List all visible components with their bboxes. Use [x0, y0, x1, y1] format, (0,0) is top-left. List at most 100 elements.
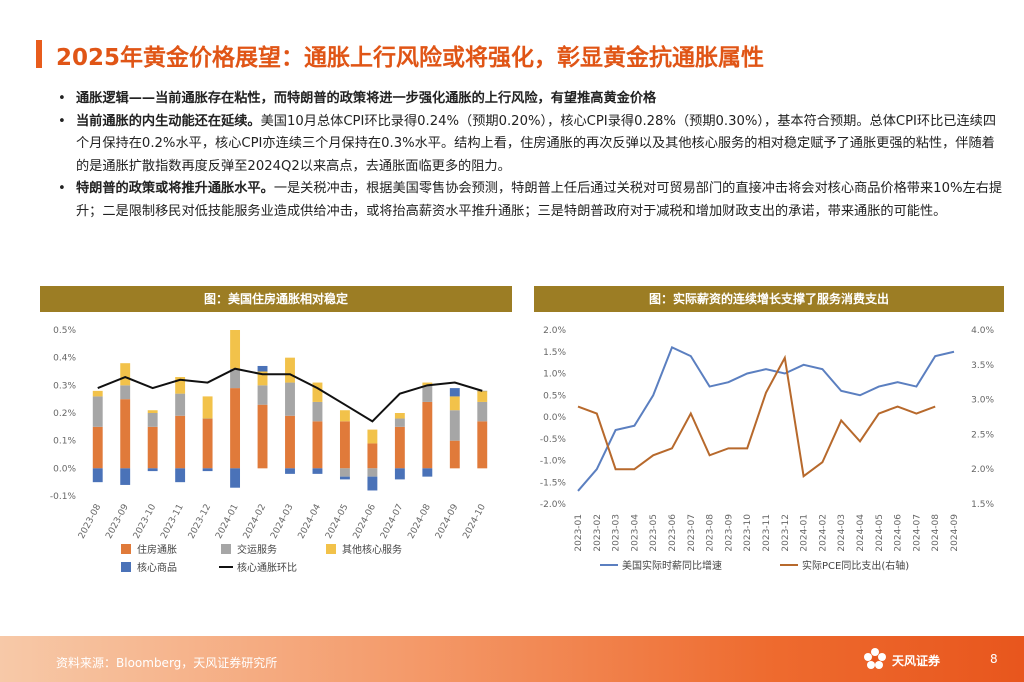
bullet-1-bold: 通胀逻辑——当前通胀存在粘性，而特朗普的政策将进一步强化通胀的上行风险，有望推高… — [76, 91, 657, 106]
legend-swatch — [121, 544, 131, 554]
chart2-header: 图：实际薪资的连续增长支撑了服务消费支出 — [534, 286, 1004, 312]
x-tick-label: 2024-03 — [269, 503, 295, 541]
bullet-2-text: 美国10月总体CPI环比录得0.24%（预期0.20%），核心CPI录得0.28… — [76, 113, 997, 174]
x-tick-label: 2023-01 — [574, 514, 584, 552]
real-wage-line — [577, 346, 955, 492]
legend-swatch — [326, 544, 336, 554]
x-tick-label: 2024-07 — [912, 514, 922, 552]
legend-label: 住房通胀 — [137, 543, 177, 556]
bar-segment — [285, 415, 295, 469]
x-tick-label: 2024-01 — [214, 503, 240, 541]
bar-segment — [175, 468, 186, 483]
x-tick-label: 2023-09 — [724, 514, 734, 552]
bar-segment — [120, 468, 131, 485]
bullet-2-bold: 当前通胀的内生动能还在延续。 — [76, 113, 261, 129]
y-tick-label: 0.5% — [53, 326, 76, 336]
x-tick-label: 2023-05 — [649, 514, 659, 552]
bar-segment — [92, 390, 103, 397]
bar-segment — [202, 418, 213, 469]
y-right-tick-label: 3.0% — [971, 396, 994, 406]
bar-segment — [449, 388, 460, 397]
x-tick-label: 2024-09 — [950, 514, 960, 552]
y-tick-label: 0.3% — [53, 381, 76, 391]
bar-segment — [312, 421, 323, 469]
bar-segment — [449, 396, 460, 411]
x-tick-label: 2023-10 — [132, 502, 159, 540]
bullet-3: 特朗普的政策或将推升通胀水平。一是关税冲击，根据美国零售协会预测，特朗普上任后通… — [58, 178, 1008, 223]
bar-segment — [312, 382, 323, 402]
real-pce-line — [577, 354, 936, 478]
logo-text: 天风证券 — [892, 654, 941, 668]
flower-logo-icon — [864, 648, 886, 669]
bar-segment — [147, 468, 158, 472]
bar-segment — [92, 468, 103, 483]
x-tick-label: 2024-01 — [800, 514, 810, 552]
bar-segment — [120, 363, 131, 386]
bar-segment — [147, 413, 158, 427]
bar-segment — [175, 377, 186, 394]
x-tick-label: 2024-08 — [406, 502, 433, 540]
bar-segment — [422, 401, 433, 469]
page-number: 8 — [990, 652, 998, 666]
housing-inflation-chart: 0.5%0.4%0.3%0.2%0.1%0.0%-0.1%2023-08 2023… — [50, 326, 488, 574]
bar-segment — [367, 429, 378, 444]
y-tick-label: 0.4% — [53, 354, 76, 364]
legend-label: 核心商品 — [137, 561, 177, 574]
chart1-header: 图：美国住房通胀相对稳定 — [40, 286, 512, 312]
bar-segment — [312, 401, 323, 422]
legend-label: 其他核心服务 — [342, 543, 402, 556]
y-tick-label: -0.1% — [50, 492, 77, 502]
bar-segment — [120, 385, 131, 400]
bar-segment — [230, 368, 241, 389]
bar-segment — [367, 476, 378, 491]
x-tick-label: 2023-06 — [668, 514, 678, 552]
y-left-tick-label: 0.0% — [543, 413, 566, 423]
x-tick-label: 2024-06 — [352, 502, 379, 540]
y-tick-label: 0.0% — [53, 464, 76, 474]
x-tick-label: 2023-07 — [687, 514, 697, 552]
x-tick-label: 2024-10 — [461, 502, 488, 540]
bar-segment — [339, 476, 350, 480]
title-accent-bar — [36, 40, 42, 68]
bullet-1: 通胀逻辑——当前通胀存在粘性，而特朗普的政策将进一步强化通胀的上行风险，有望推高… — [58, 88, 1008, 111]
bar-segment — [394, 418, 405, 427]
y-right-tick-label: 2.5% — [971, 430, 994, 440]
bar-segment — [312, 468, 323, 474]
legend-swatch — [221, 544, 231, 554]
bullet-3-bold: 特朗普的政策或将推升通胀水平。 — [76, 181, 274, 196]
bar-segment — [175, 415, 186, 469]
x-tick-label: 2024-02 — [818, 514, 828, 552]
y-left-tick-label: 1.0% — [543, 370, 566, 380]
bar-segment — [285, 357, 295, 383]
footer-bar — [0, 636, 1024, 682]
x-tick-label: 2023-09 — [104, 502, 131, 540]
x-tick-label: 2023-08 — [77, 502, 104, 540]
bar-segment — [422, 382, 433, 386]
bullet-2: 当前通胀的内生动能还在延续。美国10月总体CPI环比录得0.24%（预期0.20… — [58, 111, 1008, 179]
bullet-3-text: 一是关税冲击，根据美国零售协会预测，特朗普上任后通过关税对可贸易部门的直接冲击将… — [76, 181, 1003, 219]
x-tick-label: 2023-08 — [706, 514, 716, 552]
bar-segment — [120, 399, 131, 469]
legend-label: 交运服务 — [237, 543, 277, 556]
y-left-tick-label: -1.0% — [540, 457, 567, 467]
x-tick-label: 2023-12 — [781, 514, 791, 552]
bar-segment — [175, 393, 186, 416]
footer-source: 资料来源：Bloomberg，天风证券研究所 — [56, 656, 278, 670]
x-tick-label: 2024-05 — [875, 514, 885, 552]
x-tick-label: 2024-08 — [931, 514, 941, 552]
y-right-tick-label: 1.5% — [971, 500, 994, 510]
bar-segment — [367, 468, 378, 477]
bar-segment — [394, 468, 405, 480]
bar-segment — [92, 396, 103, 427]
y-tick-label: 0.2% — [53, 409, 76, 419]
x-tick-label: 2024-04 — [856, 514, 866, 552]
company-logo: 天风证券 — [862, 646, 942, 674]
x-tick-label: 2023-02 — [593, 514, 603, 552]
bar-segment — [92, 426, 103, 469]
legend-label: 实际PCE同比支出(右轴) — [802, 559, 909, 572]
x-tick-label: 2023-03 — [612, 514, 622, 552]
y-right-tick-label: 4.0% — [971, 326, 994, 336]
x-tick-label: 2023-11 — [762, 514, 772, 552]
bar-segment — [477, 390, 488, 402]
bar-segment — [230, 388, 241, 469]
